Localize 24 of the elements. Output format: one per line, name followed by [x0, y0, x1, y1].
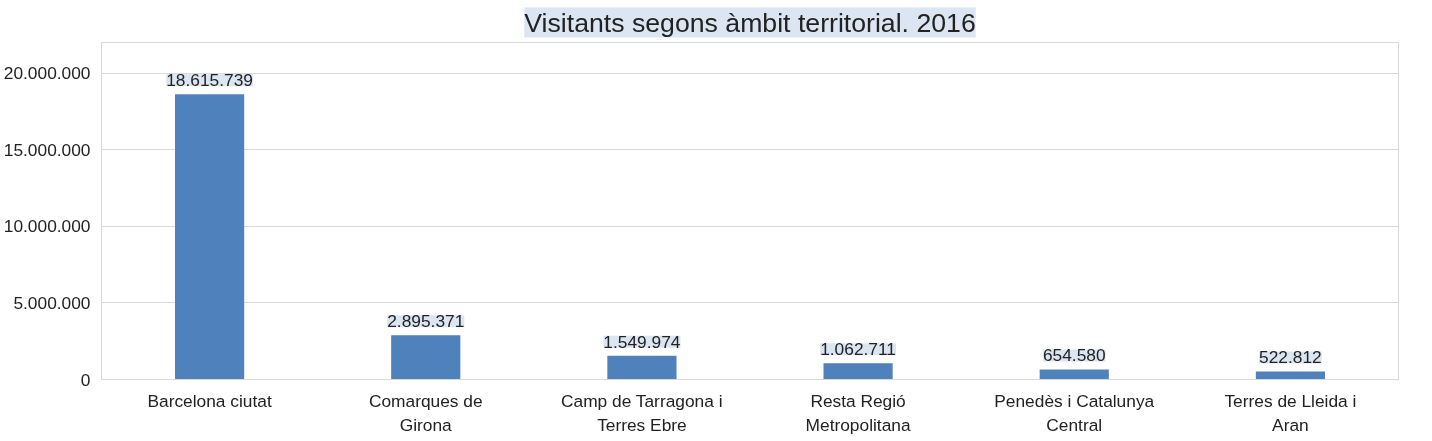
bar: [607, 355, 677, 380]
data-label: 1.062.711: [820, 339, 896, 360]
bar: [391, 335, 461, 380]
data-label: 522.812: [1259, 347, 1322, 368]
y-tick-label: 10.000.000: [3, 216, 91, 237]
y-tick-label: 15.000.000: [3, 139, 91, 160]
bar: [823, 363, 893, 380]
x-tick-label: Camp de Tarragona i Terres Ebre: [561, 390, 723, 435]
data-label: 2.895.371: [387, 311, 465, 332]
data-label: 18.615.739: [166, 70, 253, 91]
bar: [1255, 371, 1325, 380]
bar: [175, 94, 245, 380]
x-tick-label: Resta Regió Metropolitana: [805, 390, 911, 435]
data-label: 654.580: [1042, 345, 1106, 366]
x-tick-label: Barcelona ciutat: [147, 390, 272, 411]
y-tick-label: 0: [80, 369, 91, 390]
data-label: 1.549.974: [603, 331, 681, 352]
y-tick-label: 5.000.000: [13, 292, 91, 313]
x-tick-label: Penedès i Catalunya Central: [994, 390, 1155, 435]
x-tick-label: Terres de Lleida i Aran: [1224, 390, 1357, 435]
chart-title: Visitants segons àmbit territorial. 2016: [524, 7, 976, 38]
y-tick-label: 20.000.000: [3, 63, 91, 84]
bar: [1039, 369, 1109, 380]
x-tick-label: Comarques de Girona: [368, 390, 483, 435]
